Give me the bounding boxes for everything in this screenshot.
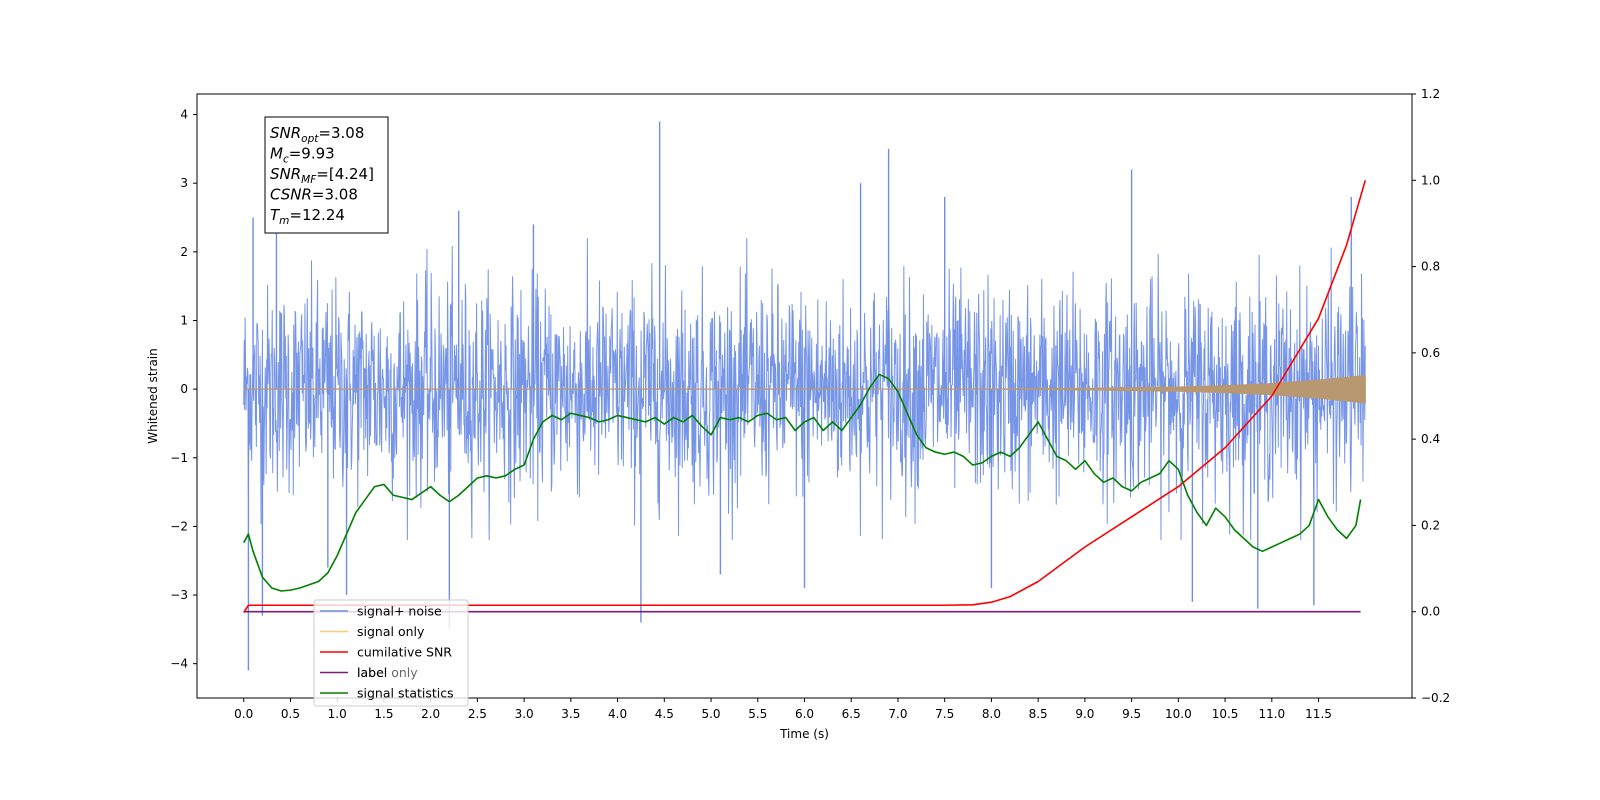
- y-tick-label-left: 2: [180, 245, 188, 259]
- x-tick-label: 9.0: [1075, 707, 1094, 721]
- x-tick-label: 5.5: [748, 707, 767, 721]
- x-tick-label: 7.5: [935, 707, 954, 721]
- legend-frame: [313, 599, 469, 707]
- y-tick-label-right: 0.0: [1421, 605, 1440, 619]
- annotation-line: Mc=9.93: [270, 145, 335, 166]
- series-signal-noise: [243, 121, 1366, 671]
- y-tick-label-left: −4: [170, 657, 188, 671]
- signal-noise-trace: [243, 238, 1366, 541]
- x-tick-label: 1.0: [328, 707, 347, 721]
- axes: 0.0 0.5 1.0 1.5 2.0 2.5 3.0 3.5 4.0 4.5 5.0 5.5 6.0 6…: [170, 87, 1450, 721]
- annotation-line: SNRopt=3.08: [270, 124, 364, 145]
- y-tick-label-right: 0.4: [1421, 432, 1440, 446]
- legend-label: label: [357, 665, 387, 680]
- y-tick-label-left: −2: [170, 519, 188, 533]
- x-tick-label: 9.5: [1122, 707, 1141, 721]
- y-tick-label-left: 1: [180, 314, 188, 328]
- y-tick-label-right: 1.2: [1421, 87, 1440, 101]
- x-tick-label: 4.5: [655, 707, 674, 721]
- legend-label: signal statistics: [357, 686, 454, 701]
- x-tick-label: 1.5: [374, 707, 393, 721]
- y-tick-label-left: 4: [180, 108, 188, 122]
- x-tick-label: 8.0: [982, 707, 1001, 721]
- y-tick-label-left: 0: [180, 382, 188, 396]
- legend: signal+ noise signal only cumilative SNR la…: [313, 599, 469, 707]
- series-signal-statistics: [243, 373, 1362, 592]
- annotation-line: SNRMF=[4.24]: [270, 165, 374, 186]
- legend-label: signal+ noise: [357, 604, 442, 619]
- x-tick-label: 0.5: [281, 707, 300, 721]
- y-tick-label-left: −3: [170, 588, 188, 602]
- series-signal-only: [243, 374, 1366, 404]
- x-tick-label: 3.5: [561, 707, 580, 721]
- legend-label: cumilative SNR: [357, 645, 452, 660]
- x-tick-label: 0.0: [234, 707, 253, 721]
- y-tick-label-left: −1: [170, 451, 188, 465]
- annotation-line: Tm=12.24: [270, 206, 345, 227]
- y-tick-label-right: −0.2: [1421, 691, 1450, 705]
- signal-only-band: [243, 374, 1366, 404]
- y-tick-label-left: 3: [180, 176, 188, 190]
- annotation-line: CSNR=3.08: [270, 186, 358, 204]
- x-axis-label: Time (s): [779, 727, 829, 741]
- legend-ghost-label: label only: [357, 665, 418, 680]
- x-tick-label: 2.5: [468, 707, 487, 721]
- x-tick-label: 7.0: [888, 707, 907, 721]
- annotation-frame: [264, 116, 389, 234]
- x-tick-label: 8.5: [1029, 707, 1048, 721]
- y-tick-label-right: 0.2: [1421, 518, 1440, 532]
- x-tick-label: 5.0: [701, 707, 720, 721]
- x-tick-label: 10.0: [1165, 707, 1192, 721]
- x-tick-label: 11.0: [1258, 707, 1285, 721]
- x-tick-label: 6.0: [795, 707, 814, 721]
- x-tick-label: 11.5: [1305, 707, 1332, 721]
- y-tick-label-right: 0.6: [1421, 346, 1440, 360]
- x-tick-label: 6.5: [842, 707, 861, 721]
- series-cumilative-snr: [243, 180, 1367, 614]
- y-axis-label: Whitened strain: [146, 348, 160, 444]
- y-tick-label-right: 1.0: [1421, 173, 1440, 187]
- x-tick-label: 4.0: [608, 707, 627, 721]
- x-tick-label: 2.0: [421, 707, 440, 721]
- y-tick-label-right: 0.8: [1421, 260, 1440, 274]
- x-tick-label: 3.0: [515, 707, 534, 721]
- legend-label: signal only: [357, 624, 425, 639]
- x-tick-label: 10.5: [1212, 707, 1239, 721]
